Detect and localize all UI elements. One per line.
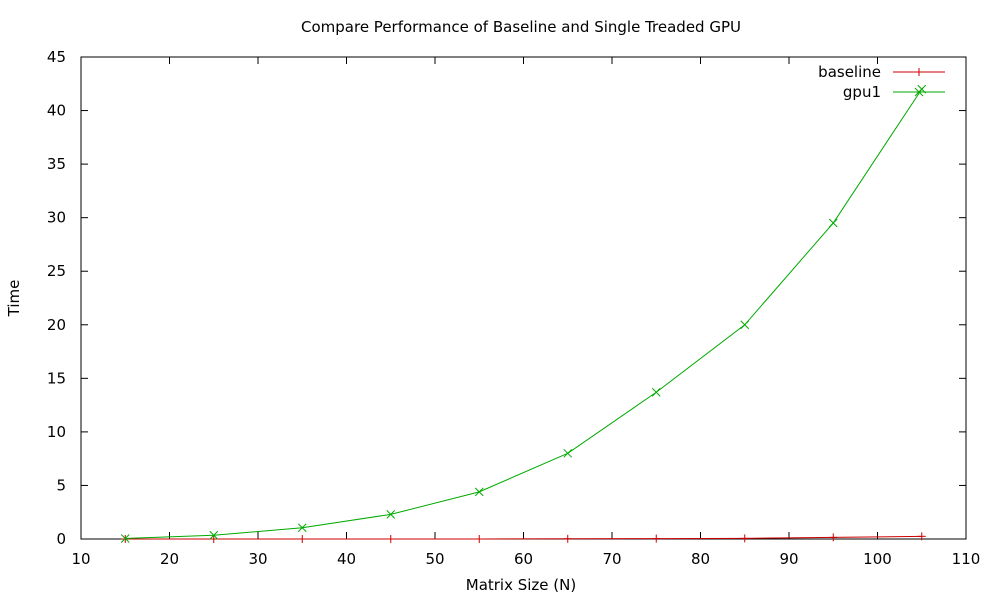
y-tick: 40 <box>47 102 966 120</box>
x-tick: 70 <box>602 57 622 568</box>
y-tick: 30 <box>47 209 966 227</box>
legend-label: gpu1 <box>843 83 881 101</box>
y-tick-label: 35 <box>47 155 66 173</box>
series-baseline <box>121 532 926 543</box>
y-tick: 45 <box>47 48 966 66</box>
legend-item-gpu1: gpu1 <box>843 83 945 101</box>
x-tick-label: 110 <box>952 550 981 568</box>
y-tick: 5 <box>56 476 966 494</box>
x-tick: 100 <box>863 57 892 568</box>
series-gpu1 <box>120 84 927 543</box>
x-tick-label: 50 <box>425 550 444 568</box>
plot-frame <box>80 56 967 540</box>
x-tick-label: 30 <box>248 550 267 568</box>
data-point-baseline <box>298 535 307 543</box>
y-tick-label: 5 <box>56 476 66 494</box>
x-tick: 20 <box>160 57 179 568</box>
data-point-gpu1 <box>120 534 130 543</box>
x-tick-label: 10 <box>71 550 90 568</box>
x-tick: 30 <box>248 57 268 568</box>
y-tick: 20 <box>47 316 966 334</box>
data-point-gpu1 <box>828 218 838 228</box>
legend-label: baseline <box>818 63 881 81</box>
x-tick-label: 40 <box>337 550 356 568</box>
series-line-baseline <box>125 535 922 540</box>
y-tick: 0 <box>56 530 966 548</box>
series-layer <box>120 84 927 543</box>
x-tick-label: 80 <box>691 550 710 568</box>
y-tick-label: 40 <box>47 102 66 120</box>
legend: baseline gpu1 <box>818 63 945 101</box>
y-tick: 15 <box>47 369 966 387</box>
x-tick: 40 <box>337 57 356 568</box>
y-tick-label: 30 <box>47 209 66 227</box>
y-tick-label: 45 <box>47 48 66 66</box>
axis-ticks: 10 20 30 40 50 60 70 80 90 100 110 0 5 10 15 20 25 30 35 40… <box>47 48 980 568</box>
legend-item-baseline: baseline <box>818 63 945 81</box>
y-axis-label: Time <box>5 280 23 318</box>
data-point-baseline <box>740 534 749 543</box>
x-tick-label: 100 <box>863 550 892 568</box>
data-point-gpu1 <box>297 523 307 533</box>
data-point-gpu1 <box>651 387 661 397</box>
data-point-gpu1 <box>474 487 484 497</box>
data-point-baseline <box>563 534 572 543</box>
data-point-gpu1 <box>740 320 750 330</box>
y-tick-label: 10 <box>47 423 66 441</box>
x-tick: 110 <box>952 57 981 568</box>
y-tick-label: 0 <box>56 530 66 548</box>
data-point-gpu1 <box>563 448 573 458</box>
y-tick: 25 <box>47 262 966 280</box>
y-tick: 10 <box>47 423 966 441</box>
legend-marker <box>914 87 924 97</box>
x-tick-label: 90 <box>779 550 798 568</box>
legend-marker <box>915 68 923 76</box>
y-tick-label: 25 <box>47 262 66 280</box>
data-point-baseline <box>652 534 661 543</box>
x-tick: 10 <box>71 57 91 568</box>
data-point-gpu1 <box>209 530 219 540</box>
y-tick: 35 <box>47 155 966 173</box>
x-tick: 60 <box>514 57 533 568</box>
series-line-gpu1 <box>125 88 923 539</box>
x-tick-label: 70 <box>602 550 621 568</box>
x-tick-label: 20 <box>160 550 179 568</box>
x-axis-label: Matrix Size (N) <box>466 576 576 594</box>
data-point-baseline <box>917 532 926 541</box>
x-tick: 80 <box>691 57 710 568</box>
y-tick-label: 20 <box>47 316 66 334</box>
data-point-gpu1 <box>386 510 396 519</box>
data-point-baseline <box>475 535 484 543</box>
x-tick: 90 <box>779 57 799 568</box>
data-point-baseline <box>829 533 838 542</box>
x-tick-label: 60 <box>514 550 533 568</box>
x-tick: 50 <box>425 57 445 568</box>
chart-title: Compare Performance of Baseline and Sing… <box>301 18 741 36</box>
y-tick-label: 15 <box>47 369 66 387</box>
data-point-baseline <box>209 535 218 543</box>
data-point-baseline <box>386 535 395 543</box>
